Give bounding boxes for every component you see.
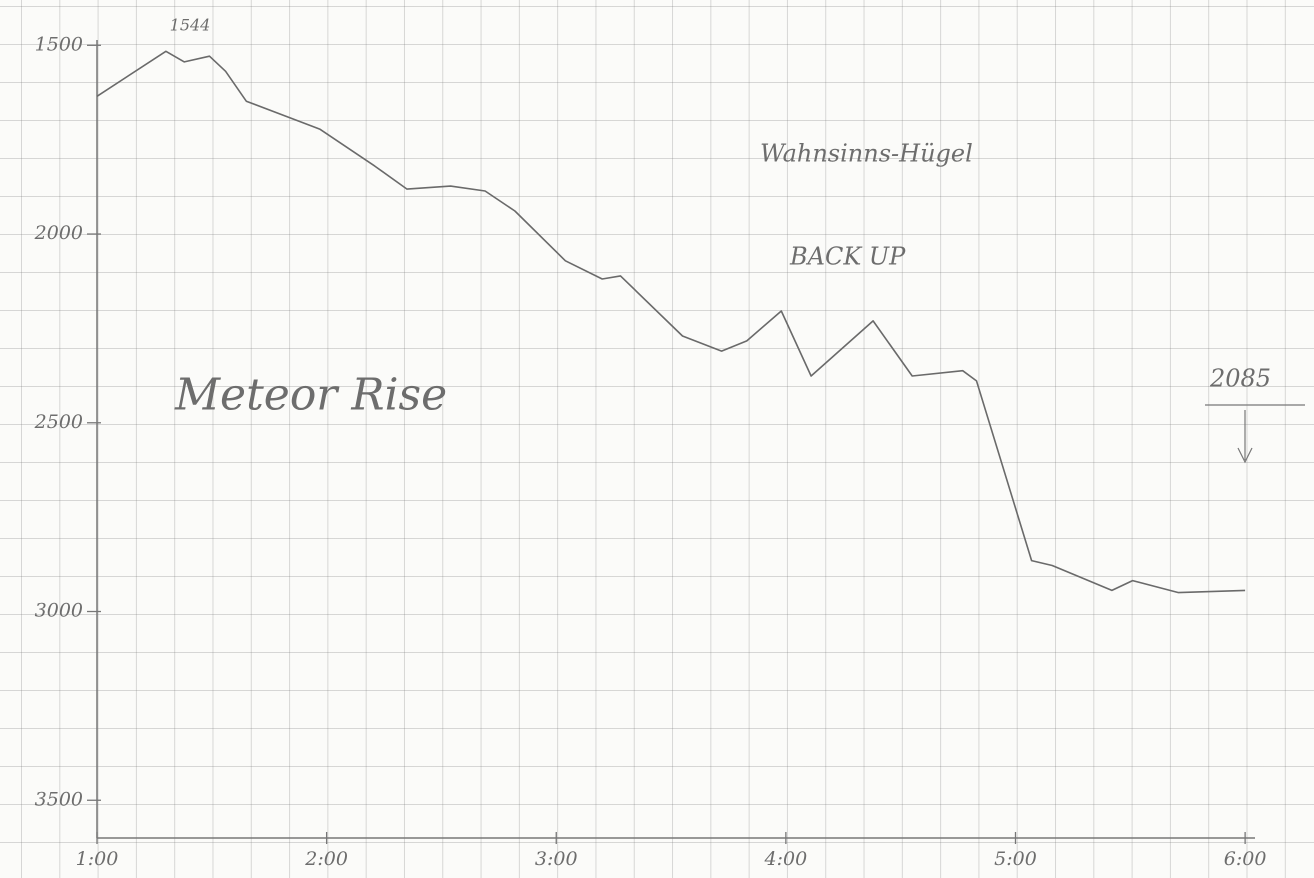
y-tick-label: 3000 <box>35 600 83 622</box>
y-tick-label: 2000 <box>34 222 83 244</box>
y-tick-label: 1500 <box>35 33 83 55</box>
annotation: BACK UP <box>789 243 906 271</box>
chart-title: Meteor Rise <box>174 370 447 421</box>
x-tick-label: 1:00 <box>76 848 119 870</box>
arrow-head <box>1237 447 1253 464</box>
y-tick-label: 3500 <box>35 788 83 810</box>
annotation: Wahnsinns-Hügel <box>760 140 973 168</box>
x-tick-label: 2:00 <box>304 848 348 870</box>
x-tick-label: 6:00 <box>1224 848 1267 870</box>
line <box>96 50 1246 594</box>
x-tick-label: 5:00 <box>994 848 1037 870</box>
end-label: 2085 <box>1209 365 1271 393</box>
y-tick-label: 2500 <box>34 411 83 433</box>
x-tick-label: 4:00 <box>764 848 808 870</box>
peak-label: 1544 <box>170 16 211 35</box>
x-tick-label: 3:00 <box>535 848 578 870</box>
